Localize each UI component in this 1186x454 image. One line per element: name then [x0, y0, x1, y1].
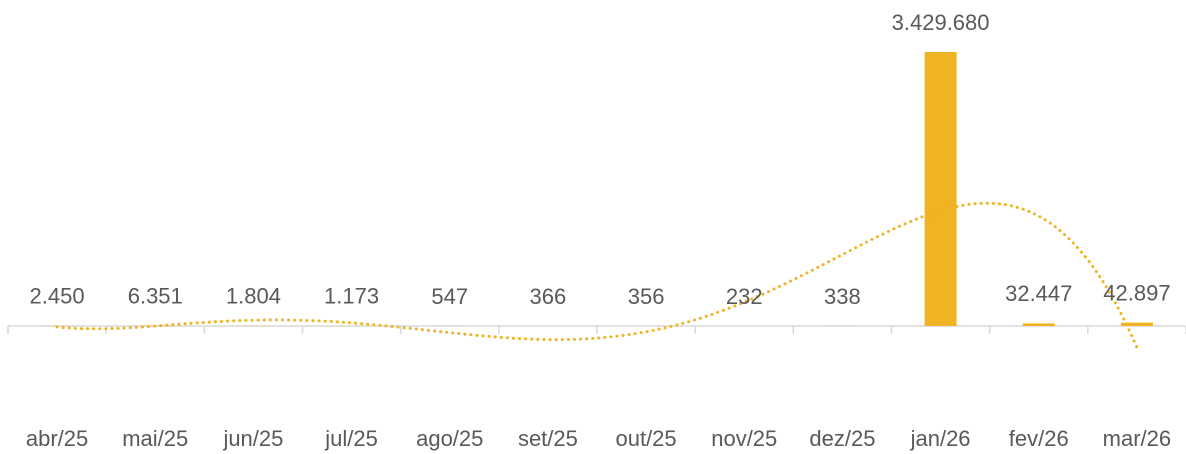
x-tick-label: ago/25 — [416, 426, 483, 451]
bar — [1120, 322, 1153, 326]
data-label: 338 — [824, 284, 861, 309]
trendline — [55, 201, 1139, 349]
x-tick-label: dez/25 — [809, 426, 875, 451]
x-tick-label: set/25 — [518, 426, 578, 451]
data-label: 6.351 — [128, 283, 183, 308]
data-label: 356 — [628, 284, 665, 309]
data-label: 547 — [431, 284, 468, 309]
x-tick-label: mar/26 — [1103, 426, 1171, 451]
x-tick-label: jun/25 — [222, 426, 283, 451]
data-label: 1.804 — [226, 284, 281, 309]
data-label: 42.897 — [1103, 280, 1170, 305]
data-label: 366 — [530, 284, 567, 309]
data-label: 1.173 — [324, 284, 379, 309]
data-label: 2.450 — [30, 284, 85, 309]
x-tick-label: mai/25 — [122, 426, 188, 451]
data-label: 32.447 — [1005, 281, 1072, 306]
x-tick-label: nov/25 — [711, 426, 777, 451]
x-tick-label: jan/26 — [910, 426, 971, 451]
bar — [924, 52, 957, 326]
x-tick-label: fev/26 — [1009, 426, 1069, 451]
x-tick-label: out/25 — [615, 426, 676, 451]
data-label: 3.429.680 — [892, 10, 990, 35]
x-tick-label: abr/25 — [26, 426, 88, 451]
data-label: 232 — [726, 284, 763, 309]
bar — [1022, 323, 1055, 326]
x-tick-label: jul/25 — [324, 426, 378, 451]
